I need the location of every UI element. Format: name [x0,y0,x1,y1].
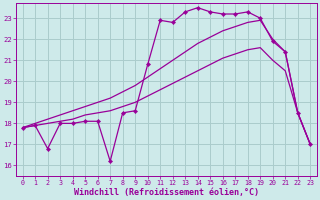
X-axis label: Windchill (Refroidissement éolien,°C): Windchill (Refroidissement éolien,°C) [74,188,259,197]
